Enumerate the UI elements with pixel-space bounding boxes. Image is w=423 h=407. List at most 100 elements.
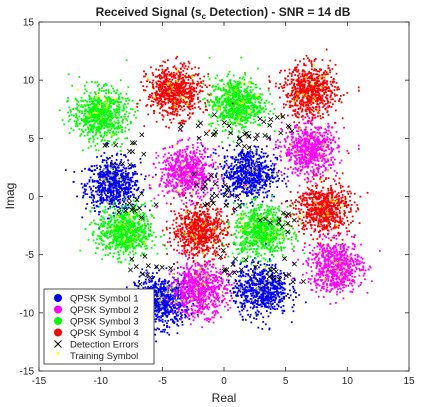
data-point xyxy=(112,198,115,201)
data-point xyxy=(297,130,299,132)
data-point xyxy=(259,289,262,292)
data-point xyxy=(303,150,306,153)
data-point xyxy=(252,300,255,303)
data-point xyxy=(89,176,92,179)
data-point xyxy=(88,196,91,198)
data-point xyxy=(111,172,114,175)
data-point xyxy=(277,282,280,285)
data-point xyxy=(173,168,175,171)
data-point xyxy=(157,194,160,197)
data-point xyxy=(206,283,208,286)
data-point xyxy=(233,183,236,186)
data-point xyxy=(173,153,176,156)
data-point xyxy=(209,278,212,281)
data-point xyxy=(180,166,183,169)
data-point xyxy=(332,148,334,151)
data-point xyxy=(191,180,194,183)
data-point xyxy=(201,287,204,290)
data-point xyxy=(176,332,179,335)
data-point xyxy=(180,274,183,277)
data-point xyxy=(256,295,258,297)
data-point xyxy=(162,289,165,292)
data-point xyxy=(298,294,301,296)
data-point xyxy=(104,178,106,181)
data-point xyxy=(277,147,279,149)
data-point xyxy=(167,310,169,313)
data-point xyxy=(99,184,102,187)
data-point xyxy=(227,303,229,306)
data-point xyxy=(187,183,189,186)
data-point xyxy=(197,293,200,295)
data-point xyxy=(346,255,349,258)
data-point xyxy=(131,164,134,166)
data-point xyxy=(338,137,340,140)
data-point xyxy=(212,311,214,314)
data-point xyxy=(173,164,176,167)
data-point xyxy=(276,307,279,310)
data-point xyxy=(175,278,177,281)
data-point xyxy=(123,189,126,192)
data-point xyxy=(182,298,185,300)
data-point xyxy=(317,243,320,246)
data-point xyxy=(263,290,265,293)
data-point xyxy=(200,312,203,315)
data-point xyxy=(191,281,194,284)
data-point xyxy=(121,183,123,186)
data-point xyxy=(105,196,108,199)
data-point xyxy=(246,188,249,191)
data-point xyxy=(321,140,324,143)
data-point xyxy=(155,318,158,320)
data-point xyxy=(258,163,260,166)
data-point xyxy=(161,175,164,178)
data-point xyxy=(304,156,306,159)
data-point xyxy=(150,280,153,283)
data-point xyxy=(120,174,122,177)
data-point xyxy=(105,181,108,184)
data-point xyxy=(195,191,198,193)
data-point xyxy=(218,276,221,278)
data-point xyxy=(250,278,253,281)
data-point xyxy=(179,182,182,184)
data-point xyxy=(206,278,209,281)
data-point xyxy=(200,293,203,296)
data-point xyxy=(274,308,276,310)
data-point xyxy=(317,155,320,157)
data-point xyxy=(191,293,194,296)
data-point xyxy=(189,288,191,291)
data-point xyxy=(257,262,259,264)
data-point xyxy=(265,301,268,304)
data-point xyxy=(208,178,211,180)
data-point xyxy=(168,179,171,181)
data-point xyxy=(119,185,121,188)
data-point xyxy=(82,191,85,194)
data-point xyxy=(291,171,294,174)
data-point xyxy=(133,184,136,186)
data-point xyxy=(268,258,271,260)
data-point xyxy=(127,159,129,162)
data-point xyxy=(205,296,207,299)
data-point xyxy=(253,163,256,166)
data-point xyxy=(286,152,289,155)
data-point xyxy=(248,290,250,293)
data-point xyxy=(269,311,272,314)
data-point xyxy=(196,300,199,302)
data-point xyxy=(254,301,256,304)
data-point xyxy=(323,140,325,143)
data-point xyxy=(265,284,268,286)
data-point xyxy=(178,159,180,161)
data-point xyxy=(159,284,162,286)
data-point xyxy=(293,145,295,148)
data-point xyxy=(244,159,247,161)
data-point xyxy=(252,296,255,299)
data-point xyxy=(152,162,155,165)
data-point xyxy=(167,290,170,292)
data-point xyxy=(267,295,269,297)
data-point xyxy=(175,153,178,156)
data-point xyxy=(184,151,187,153)
data-point xyxy=(281,312,284,315)
data-point xyxy=(181,300,183,302)
data-point xyxy=(244,174,247,177)
data-point xyxy=(204,175,207,178)
data-point xyxy=(214,303,217,306)
data-point xyxy=(303,122,306,125)
